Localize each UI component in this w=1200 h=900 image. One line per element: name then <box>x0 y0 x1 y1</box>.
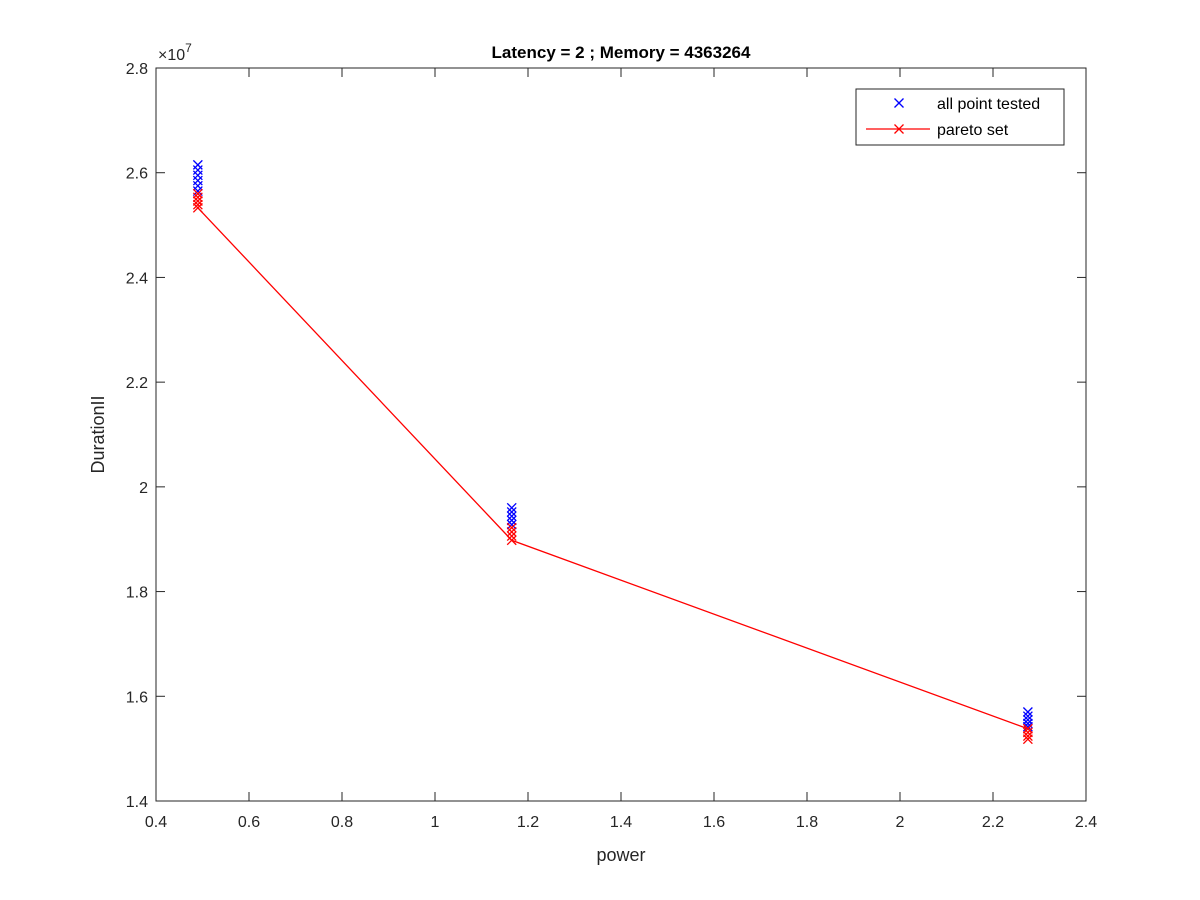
data-point <box>192 192 203 203</box>
chart-title: Latency = 2 ; Memory = 4363264 <box>492 43 751 62</box>
data-point <box>1022 734 1033 745</box>
x-axis: 0.4 0.6 0.8 1 1.2 1.4 1.6 1.8 2 2.2 2.4 <box>145 68 1097 831</box>
x-tick-label: 2 <box>896 814 905 831</box>
y-tick-label: 1.6 <box>126 689 148 706</box>
data-point <box>506 515 517 526</box>
legend-label: all point tested <box>937 96 1040 113</box>
data-point <box>506 531 517 542</box>
data-point <box>192 202 203 213</box>
series-all-points <box>192 159 1033 732</box>
legend-entry: pareto set <box>866 122 1009 139</box>
x-tick-label: 1 <box>431 814 440 831</box>
x-tick-label: 1.2 <box>517 814 539 831</box>
x-axis-label: power <box>596 845 645 865</box>
y-tick-label: 2.4 <box>126 270 148 287</box>
y-tick-label: 1.8 <box>126 585 148 602</box>
data-point <box>1022 723 1033 734</box>
legend-marker <box>894 124 904 134</box>
y-exponent-base: ×10 <box>158 47 185 64</box>
x-tick-label: 1.4 <box>610 814 632 831</box>
x-tick-label: 2.2 <box>982 814 1004 831</box>
y-axis-label: DurationII <box>88 395 108 473</box>
x-tick-label: 0.8 <box>331 814 353 831</box>
data-point <box>192 199 203 210</box>
legend: all point tested pareto set <box>855 88 1065 146</box>
data-point <box>506 526 517 537</box>
axes-background <box>156 68 1086 801</box>
data-point <box>192 188 203 199</box>
legend-entries: all point tested pareto set <box>866 96 1040 139</box>
series-pareto-set <box>192 188 1033 745</box>
x-tick-label: 2.4 <box>1075 814 1097 831</box>
x-tick-label: 0.6 <box>238 814 260 831</box>
y-exponent-power: 7 <box>185 41 192 55</box>
plot-series <box>192 159 1033 745</box>
y-tick-label: 2.6 <box>126 166 148 183</box>
data-point <box>506 511 517 522</box>
y-axis: 1.4 1.6 1.8 2 2.2 2.4 2.6 2.8 <box>126 61 1086 811</box>
y-tick-label: 2.2 <box>126 375 148 392</box>
legend-marker <box>894 98 904 108</box>
data-point <box>506 507 517 517</box>
legend-entry: all point tested <box>894 96 1040 113</box>
y-tick-label: 2 <box>139 480 148 497</box>
data-point <box>506 519 517 530</box>
data-point <box>1022 711 1033 722</box>
data-point <box>506 535 517 546</box>
data-point <box>506 522 517 533</box>
data-point <box>1022 707 1033 717</box>
x-tick-label: 0.4 <box>145 814 167 831</box>
y-exponent-label: ×107 <box>158 41 192 64</box>
legend-label: pareto set <box>937 122 1009 139</box>
x-tick-label: 1.6 <box>703 814 725 831</box>
y-tick-label: 2.8 <box>126 61 148 78</box>
axes-box <box>155 67 1087 802</box>
legend-box <box>855 88 1065 146</box>
data-point <box>506 502 517 513</box>
x-tick-label: 1.8 <box>796 814 818 831</box>
data-point <box>1022 731 1033 742</box>
y-tick-label: 1.4 <box>126 794 148 811</box>
svg-text:×107: ×107 <box>158 41 192 64</box>
